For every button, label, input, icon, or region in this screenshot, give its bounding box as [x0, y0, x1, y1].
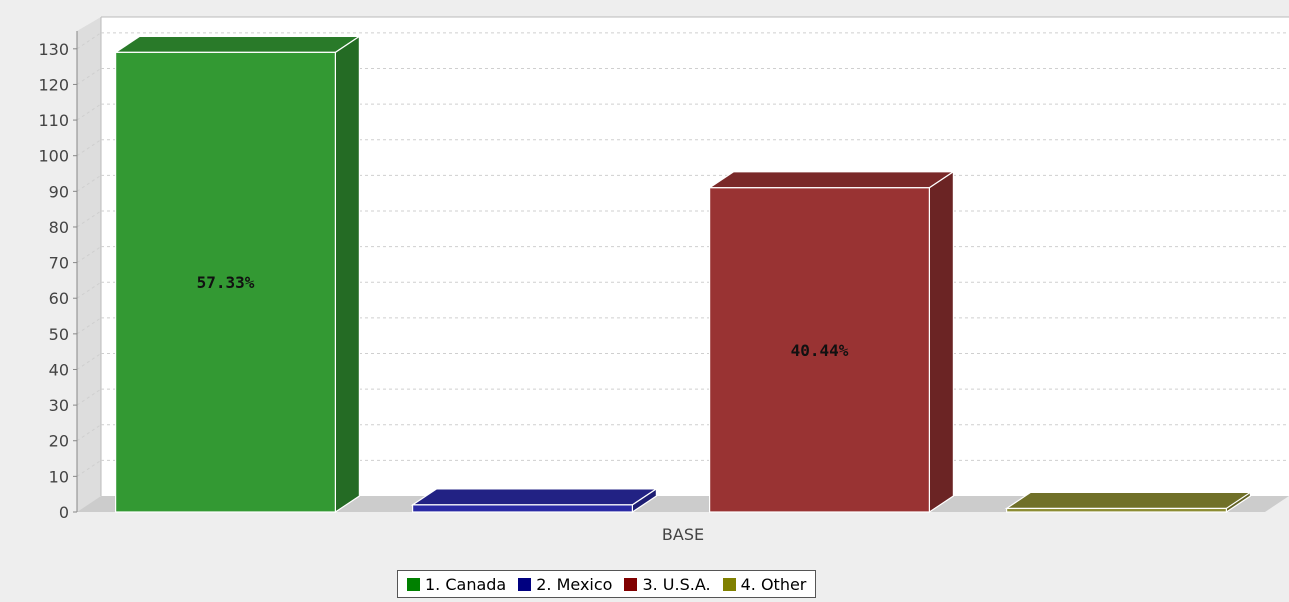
data-label: 57.33%	[197, 273, 255, 292]
plot-side-wall	[77, 17, 101, 512]
y-tick-label: 110	[38, 111, 69, 130]
gridline-side	[76, 388, 102, 406]
bar	[115, 51, 336, 513]
y-tick-label: 100	[38, 147, 69, 166]
bar-side	[334, 35, 360, 514]
gridline-side	[76, 210, 102, 228]
bar-top	[113, 35, 362, 53]
y-tick-label: 120	[38, 75, 69, 94]
legend-label: 3. U.S.A.	[642, 574, 711, 594]
bar-top	[707, 171, 956, 189]
y-tick-label: 70	[49, 254, 69, 273]
bar-top	[410, 488, 659, 506]
y-tick-label: 40	[49, 360, 69, 379]
gridline-side	[76, 174, 102, 192]
legend-label: 4. Other	[740, 574, 807, 594]
gridline-side	[76, 103, 102, 121]
y-tick-label: 0	[59, 503, 69, 522]
y-tick-label: 10	[49, 467, 69, 486]
legend-item: 4. Other	[722, 574, 807, 594]
y-tick-label: 30	[49, 396, 69, 415]
gridline-side	[76, 139, 102, 157]
gridline-side	[76, 353, 102, 370]
gridline-side	[76, 424, 102, 442]
bar	[709, 187, 930, 513]
gridline-side	[76, 32, 102, 50]
y-tick-label: 50	[49, 325, 69, 344]
bar-side	[928, 170, 954, 514]
gridline-side	[76, 281, 102, 299]
gridline-side	[76, 459, 102, 477]
y-tick-label: 60	[49, 289, 69, 308]
y-tick-label: 20	[49, 432, 69, 451]
plot-floor	[77, 496, 1289, 512]
x-category-label: BASE	[662, 525, 704, 544]
y-tick-label: 80	[49, 218, 69, 237]
gridline-side	[76, 246, 102, 264]
y-tick-label: 90	[49, 182, 69, 201]
legend-label: 1. Canada	[425, 574, 507, 594]
gridline-side	[76, 317, 102, 335]
legend: 1. Canada 2. Mexico 3. U.S.A. 4. Other	[397, 570, 817, 598]
bar-top	[1004, 491, 1253, 510]
gridline-side	[76, 68, 102, 85]
legend-item: 2. Mexico	[518, 575, 612, 594]
legend-swatch	[624, 577, 638, 591]
bar	[1006, 507, 1227, 513]
legend-swatch	[407, 577, 420, 591]
plot-back-wall	[101, 17, 1289, 496]
bar	[412, 504, 633, 513]
legend-swatch	[722, 577, 736, 591]
legend-swatch	[518, 577, 532, 591]
legend-item: 3. U.S.A.	[624, 574, 711, 594]
data-label: 40.44%	[791, 341, 849, 360]
y-tick-label: 130	[38, 40, 69, 59]
legend-item: 1. Canada	[407, 575, 506, 594]
legend-label: 2. Mexico	[536, 574, 613, 594]
